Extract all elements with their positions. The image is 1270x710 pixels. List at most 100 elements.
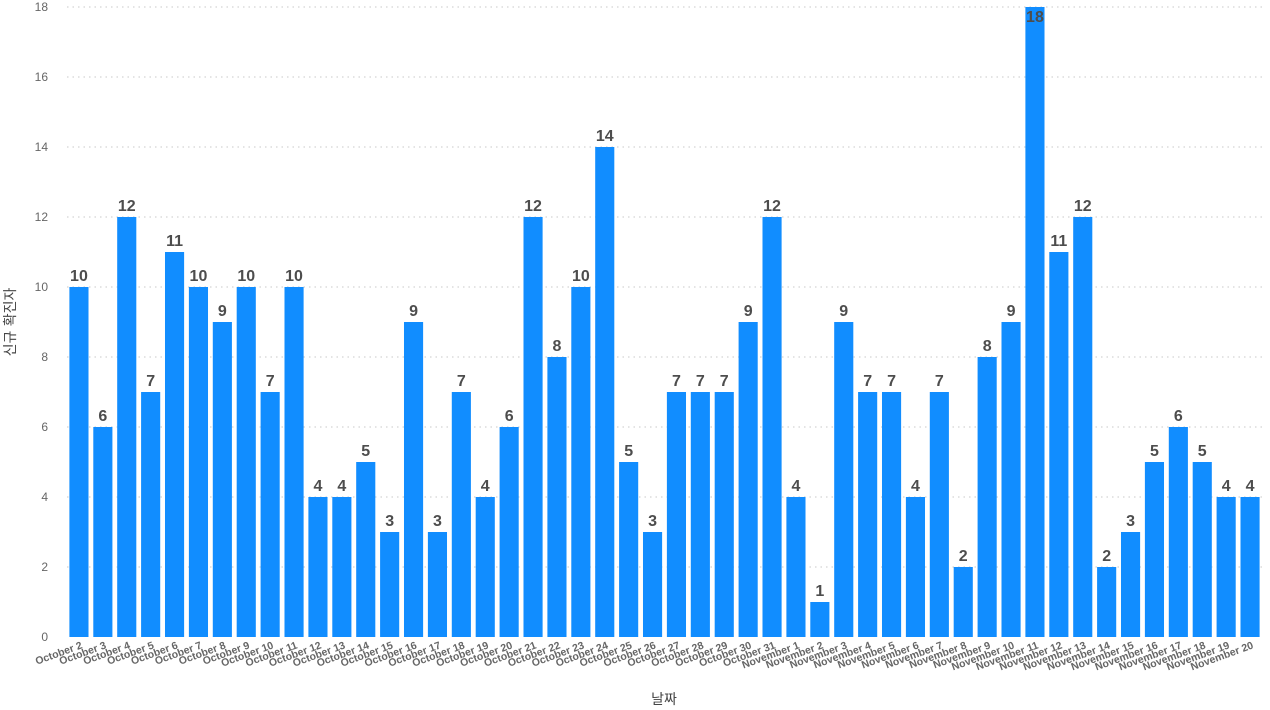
data-label: 7: [696, 373, 705, 390]
data-label: 4: [791, 478, 800, 495]
bar: [403, 322, 424, 637]
y-tick-label: 0: [41, 630, 48, 644]
data-label: 5: [1150, 443, 1159, 460]
bar: [1049, 252, 1069, 637]
data-label: 4: [1222, 478, 1231, 495]
bar: [236, 287, 256, 637]
bar: [881, 392, 902, 637]
data-label: 10: [572, 268, 590, 285]
y-tick-label: 12: [35, 210, 49, 224]
bar: [690, 392, 710, 637]
data-label: 8: [983, 338, 992, 355]
bar: [953, 567, 973, 637]
data-label: 9: [1007, 303, 1016, 320]
y-tick-label: 6: [41, 420, 48, 434]
data-label: 5: [1198, 443, 1207, 460]
data-label: 9: [744, 303, 753, 320]
data-label: 10: [285, 268, 303, 285]
bar: [1144, 462, 1165, 637]
data-label: 2: [959, 548, 968, 565]
data-label: 3: [648, 513, 657, 530]
data-label: 12: [118, 198, 136, 215]
y-tick-label: 8: [41, 350, 48, 364]
bar: [1240, 497, 1260, 637]
bar: [1073, 217, 1093, 637]
bar: [595, 147, 615, 637]
bar: [666, 392, 687, 637]
data-label: 10: [70, 268, 88, 285]
bar: [499, 427, 519, 637]
bar: [1120, 532, 1141, 637]
bar: [1168, 427, 1188, 637]
data-label: 5: [361, 443, 370, 460]
data-label: 12: [1074, 198, 1092, 215]
data-label: 18: [1026, 9, 1044, 26]
data-label: 12: [763, 198, 781, 215]
data-label: 7: [720, 373, 729, 390]
y-tick-label: 2: [41, 560, 48, 574]
bar: [547, 357, 567, 637]
data-label: 7: [146, 373, 155, 390]
bar: [117, 217, 137, 637]
bar: [977, 357, 997, 637]
bar: [308, 497, 328, 637]
y-tick-label: 18: [35, 0, 49, 14]
data-label: 7: [457, 373, 466, 390]
bar: [1192, 462, 1212, 637]
data-label: 4: [337, 478, 346, 495]
bar: [141, 392, 161, 637]
y-axis-title: 신규 확진자: [3, 287, 19, 356]
bar: [1001, 322, 1021, 637]
bar: [260, 392, 280, 637]
bar: [858, 392, 878, 637]
data-label: 8: [552, 338, 561, 355]
bar: [284, 287, 304, 637]
bar: [188, 287, 209, 637]
data-label: 7: [266, 373, 275, 390]
data-label: 4: [911, 478, 920, 495]
data-label: 9: [839, 303, 848, 320]
data-label: 6: [98, 408, 107, 425]
y-tick-label: 16: [35, 70, 49, 84]
data-label: 7: [672, 373, 681, 390]
data-label: 10: [190, 268, 208, 285]
data-label: 4: [481, 478, 490, 495]
bar: [571, 287, 591, 637]
data-label: 9: [409, 303, 418, 320]
y-tick-label: 10: [35, 280, 49, 294]
bar: [1097, 567, 1117, 637]
data-label: 10: [237, 268, 255, 285]
bar: [714, 392, 734, 637]
bar: [212, 322, 232, 637]
data-label: 12: [524, 198, 542, 215]
bar: [164, 252, 185, 637]
bar: [905, 497, 926, 637]
bar: [786, 497, 806, 637]
data-label: 9: [218, 303, 227, 320]
data-label: 1: [815, 583, 824, 600]
x-axis-title: 날짜: [651, 692, 677, 708]
data-label: 6: [1174, 408, 1183, 425]
data-label: 4: [313, 478, 322, 495]
data-label: 11: [1050, 233, 1067, 250]
data-label: 2: [1102, 548, 1111, 565]
data-label: 7: [863, 373, 872, 390]
bar: [69, 287, 89, 637]
data-label: 14: [596, 128, 614, 145]
bar: [356, 462, 376, 637]
data-label: 6: [505, 408, 514, 425]
y-tick-label: 4: [41, 490, 48, 504]
bar: [762, 217, 782, 637]
bar: [1025, 7, 1045, 637]
data-label: 3: [1126, 513, 1135, 530]
data-label: 5: [624, 443, 633, 460]
data-label: 3: [385, 513, 394, 530]
bar: [929, 392, 949, 637]
bar: [451, 392, 471, 637]
data-label: 3: [433, 513, 442, 530]
bar: [810, 602, 830, 637]
data-label: 11: [166, 233, 183, 250]
